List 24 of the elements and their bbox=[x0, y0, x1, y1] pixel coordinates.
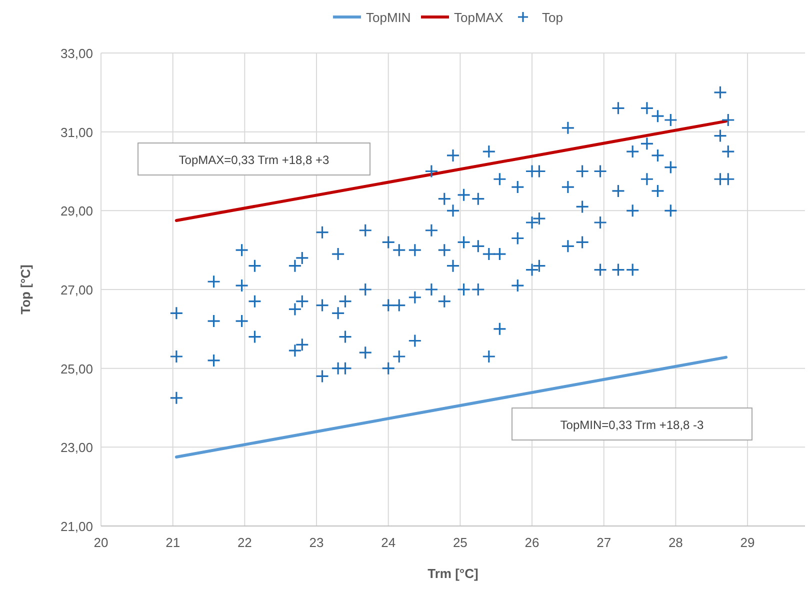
x-tick-label: 26 bbox=[524, 535, 540, 550]
legend-label: TopMAX bbox=[454, 10, 504, 25]
x-tick-label: 24 bbox=[381, 535, 396, 550]
y-tick-label: 25,00 bbox=[60, 361, 93, 376]
y-tick-label: 23,00 bbox=[60, 440, 93, 456]
legend-label: Top bbox=[542, 10, 563, 25]
x-tick-label: 28 bbox=[668, 535, 683, 550]
x-tick-label: 23 bbox=[309, 535, 324, 550]
x-tick-label: 20 bbox=[94, 535, 108, 550]
y-tick-label: 27,00 bbox=[60, 282, 93, 298]
y-tick-label: 31,00 bbox=[60, 124, 93, 140]
x-tick-label: 29 bbox=[740, 535, 755, 550]
x-tick-label: 21 bbox=[166, 535, 180, 550]
x-tick-label: 25 bbox=[452, 535, 468, 550]
annotation: TopMAX=0,33 Trm +18,8 +3 bbox=[178, 153, 330, 167]
legend-label: TopMIN bbox=[366, 10, 411, 25]
x-axis-title: Trm [°C] bbox=[428, 566, 478, 581]
y-tick-label: 21,00 bbox=[60, 519, 93, 534]
y-tick-label: 33,00 bbox=[60, 46, 93, 61]
x-tick-label: 27 bbox=[596, 535, 612, 550]
y-tick-label: 29,00 bbox=[60, 204, 93, 219]
x-tick-label: 22 bbox=[237, 535, 252, 550]
y-axis-title: Top [°C] bbox=[18, 264, 33, 314]
annotation: TopMIN=0,33 Trm +18,8 -3 bbox=[560, 418, 704, 432]
